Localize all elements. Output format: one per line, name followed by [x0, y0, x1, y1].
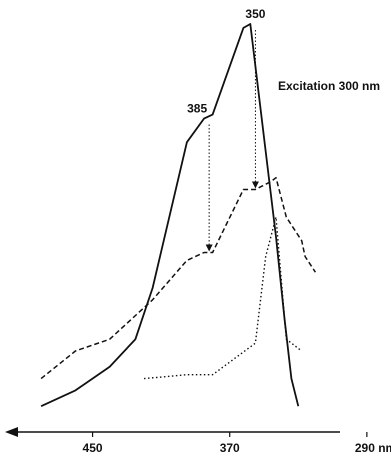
series-dotted-line [143, 216, 303, 380]
x-axis: 450 370 290 nm [5, 427, 391, 455]
marker-350-label: 350 [245, 7, 265, 21]
x-tick-label: 370 [220, 441, 240, 455]
x-axis-arrow-icon [5, 427, 18, 437]
excitation-annotation: Excitation 300 nm [278, 79, 380, 93]
series-solid-line [40, 23, 300, 408]
series-dashed-line [40, 176, 317, 380]
marker-350-arrow-icon [251, 181, 259, 189]
x-tick-label: 450 [83, 441, 103, 455]
marker-385-label: 385 [187, 102, 207, 116]
marker-385-arrow-icon [205, 244, 213, 252]
x-tick-label: 290 nm [355, 441, 391, 455]
x-axis-ticks: 450 370 290 nm [83, 432, 391, 455]
spectrum-curves [40, 23, 317, 408]
peak-markers: 350 385 [187, 7, 266, 252]
